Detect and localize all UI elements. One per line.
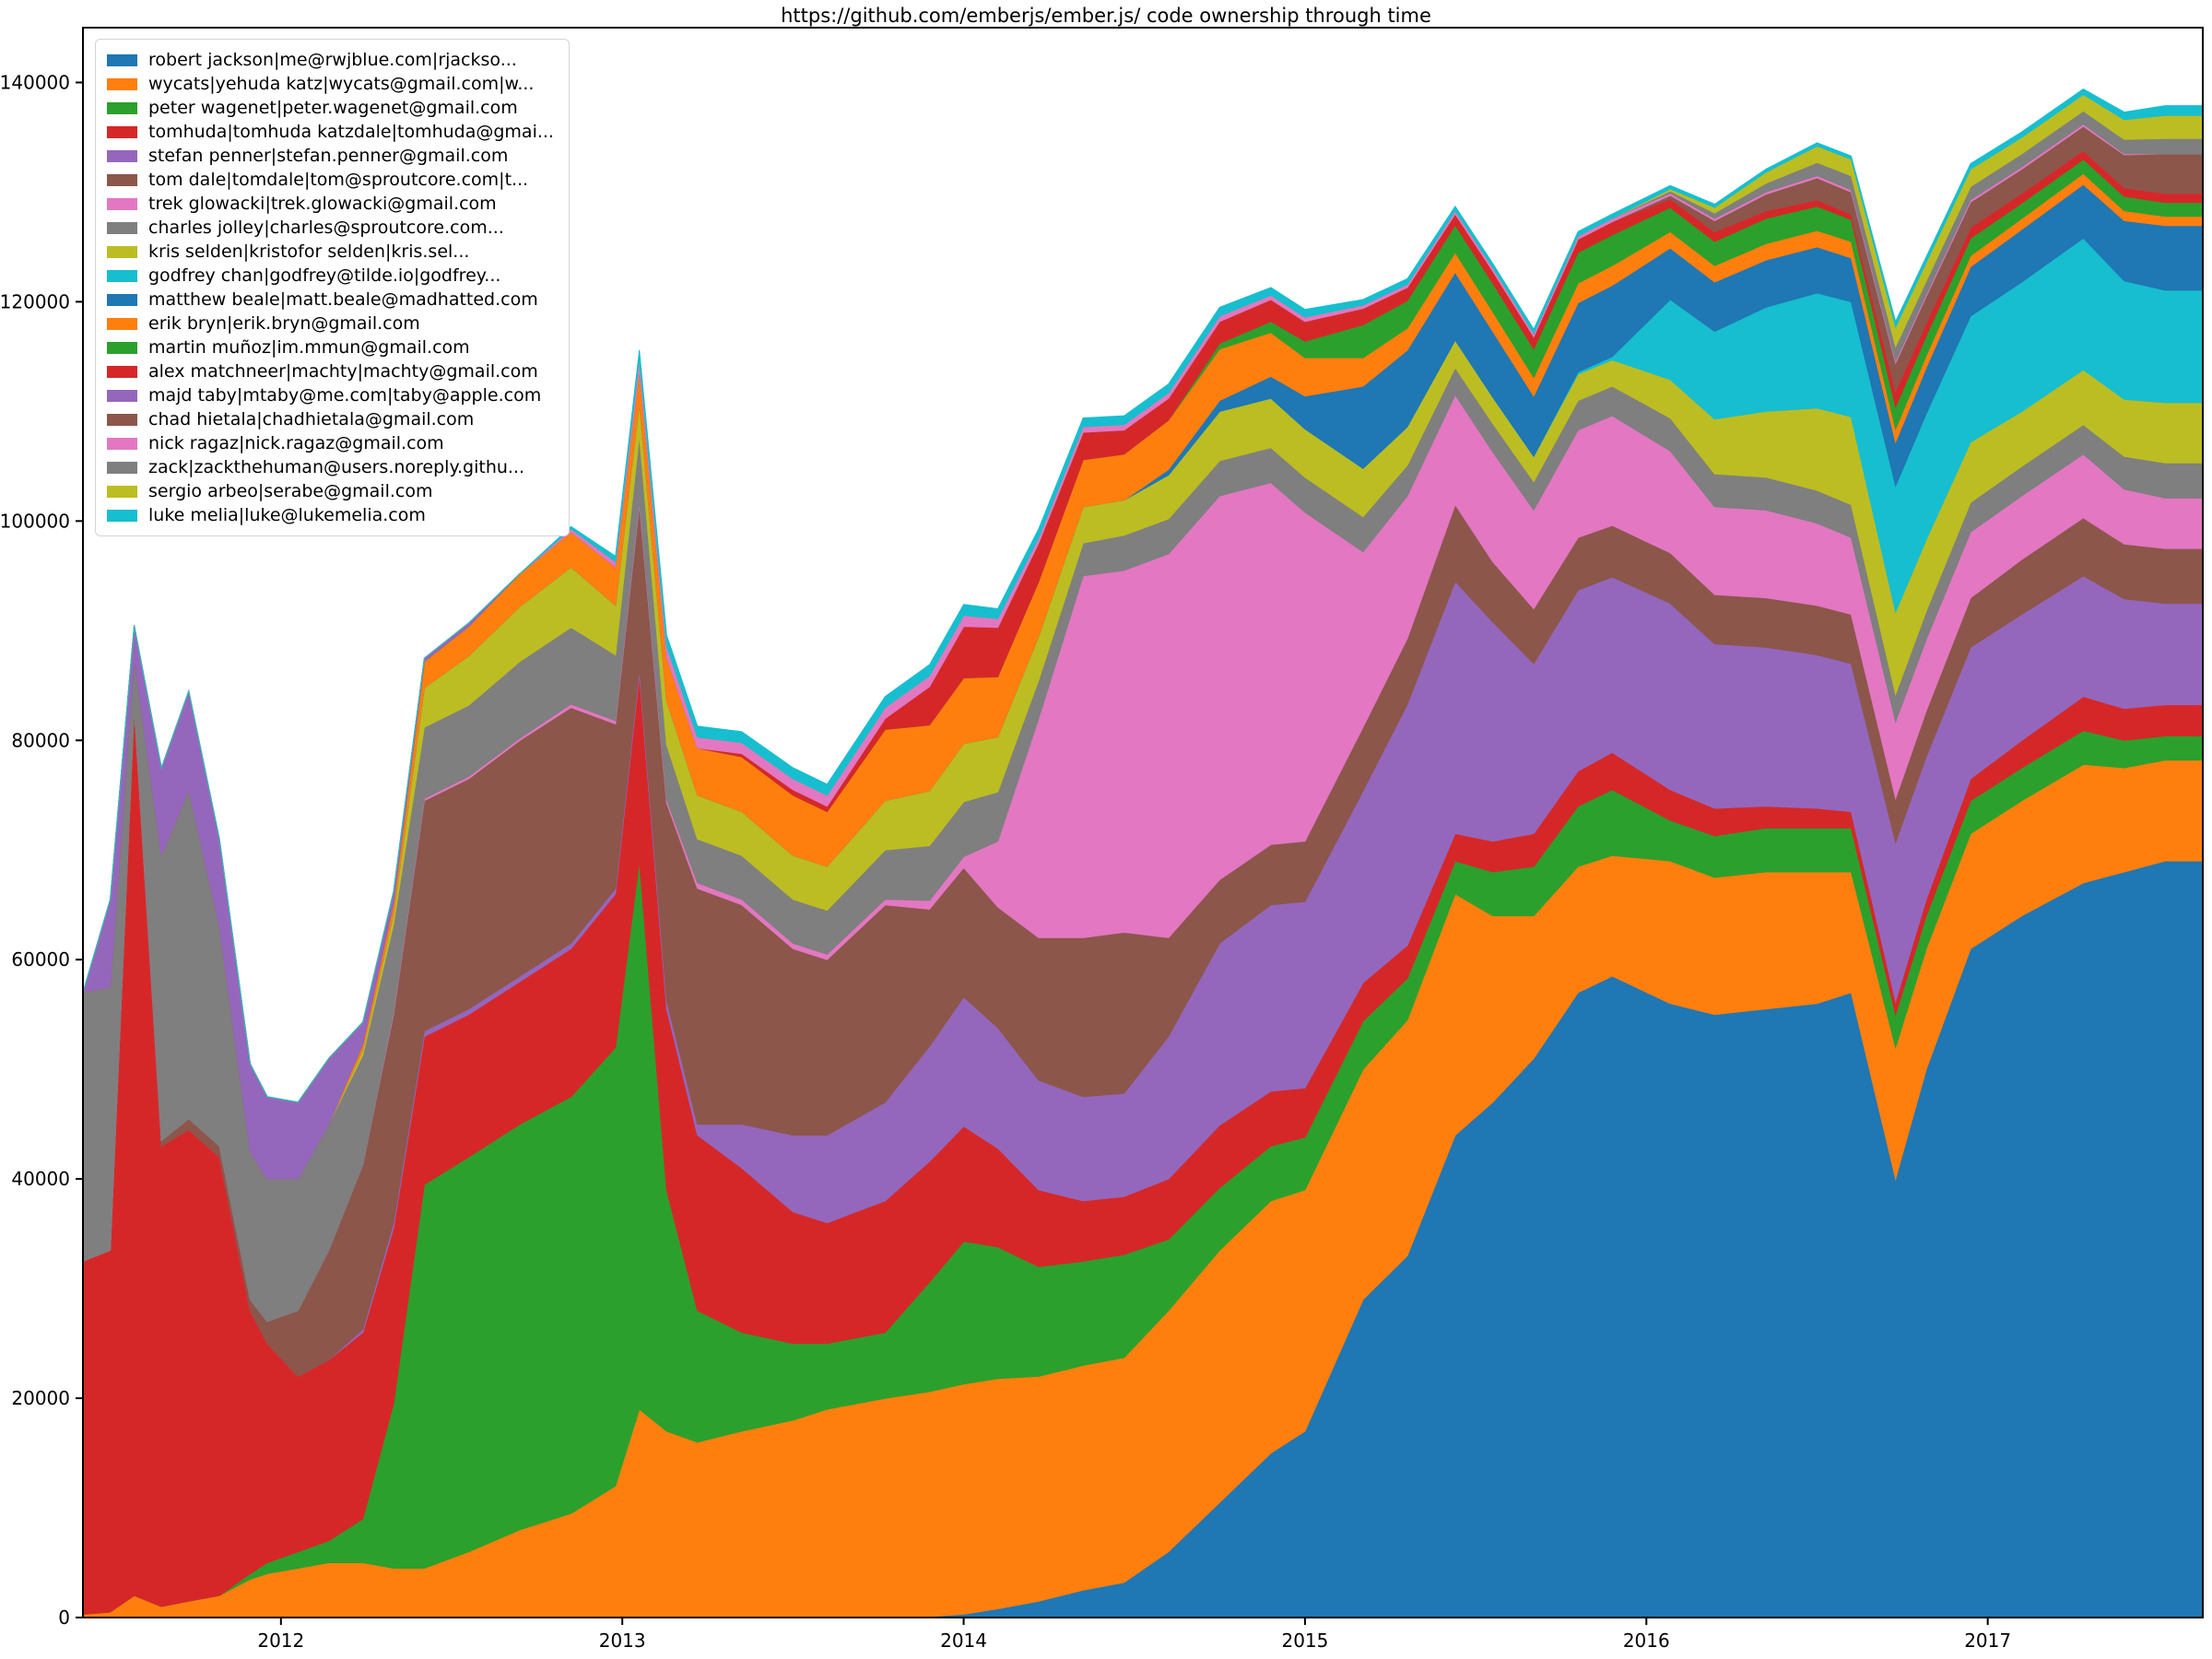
legend-label: peter wagenet|peter.wagenet@gmail.com	[148, 98, 518, 118]
legend-item-martin-munoz: martin muñoz|im.mmun@gmail.com	[107, 335, 554, 359]
legend-item-kris-selden: kris selden|kristofor selden|kris.sel...	[107, 240, 554, 264]
legend-item-erik-bryn: erik bryn|erik.bryn@gmail.com	[107, 312, 554, 335]
legend-item-zack: zack|zackthehuman@users.noreply.githu...	[107, 455, 554, 479]
legend-label: tomhuda|tomhuda katzdale|tomhuda@gmai...	[148, 122, 554, 142]
legend-item-robert-jackson: robert jackson|me@rwjblue.com|rjackso...	[107, 48, 554, 72]
legend-swatch-icon	[107, 245, 137, 258]
legend: robert jackson|me@rwjblue.com|rjackso...…	[95, 39, 570, 536]
x-tick-label: 2014	[940, 1630, 987, 1652]
legend-label: godfrey chan|godfrey@tilde.io|godfrey...	[148, 265, 501, 286]
legend-item-tom-dale: tom dale|tomdale|tom@sproutcore.com|t...	[107, 168, 554, 192]
legend-label: alex matchneer|machty|machty@gmail.com	[148, 361, 538, 382]
legend-item-luke-melia: luke melia|luke@lukemelia.com	[107, 503, 554, 527]
legend-item-matthew-beale: matthew beale|matt.beale@madhatted.com	[107, 288, 554, 312]
x-tick-label: 2012	[257, 1630, 304, 1652]
legend-swatch-icon	[107, 413, 137, 426]
legend-item-nick-ragaz: nick ragaz|nick.ragaz@gmail.com	[107, 431, 554, 455]
legend-label: nick ragaz|nick.ragaz@gmail.com	[148, 433, 444, 453]
y-tick-label: 120000	[0, 290, 70, 312]
legend-item-sergio-arbeo: sergio arbeo|serabe@gmail.com	[107, 479, 554, 503]
legend-swatch-icon	[107, 389, 137, 402]
legend-item-wycats: wycats|yehuda katz|wycats@gmail.com|w...	[107, 72, 554, 96]
legend-swatch-icon	[107, 269, 137, 282]
legend-item-majd-taby: majd taby|mtaby@me.com|taby@apple.com	[107, 383, 554, 407]
legend-swatch-icon	[107, 485, 137, 498]
legend-label: erik bryn|erik.bryn@gmail.com	[148, 313, 420, 334]
legend-label: matthew beale|matt.beale@madhatted.com	[148, 289, 538, 310]
legend-label: majd taby|mtaby@me.com|taby@apple.com	[148, 385, 542, 406]
legend-item-chad-hietala: chad hietala|chadhietala@gmail.com	[107, 407, 554, 431]
legend-swatch-icon	[107, 509, 137, 522]
legend-label: chad hietala|chadhietala@gmail.com	[148, 409, 475, 429]
legend-label: kris selden|kristofor selden|kris.sel...	[148, 241, 470, 262]
legend-swatch-icon	[107, 437, 137, 450]
legend-item-stefan-penner: stefan penner|stefan.penner@gmail.com	[107, 144, 554, 168]
y-tick-label: 80000	[11, 729, 70, 751]
legend-swatch-icon	[107, 317, 137, 330]
legend-swatch-icon	[107, 125, 137, 138]
legend-label: luke melia|luke@lukemelia.com	[148, 505, 426, 525]
y-tick-label: 20000	[11, 1387, 70, 1409]
legend-label: charles jolley|charles@sproutcore.com...	[148, 218, 504, 238]
legend-swatch-icon	[107, 149, 137, 162]
y-tick-label: 100000	[0, 510, 70, 532]
legend-label: martin muñoz|im.mmun@gmail.com	[148, 337, 470, 358]
legend-swatch-icon	[107, 365, 137, 378]
legend-swatch-icon	[107, 293, 137, 306]
plot-spines	[82, 27, 2204, 1618]
y-tick-label: 0	[58, 1606, 70, 1629]
y-tick-label: 140000	[0, 71, 70, 93]
legend-swatch-icon	[107, 197, 137, 210]
legend-label: zack|zackthehuman@users.noreply.githu...	[148, 457, 525, 477]
legend-swatch-icon	[107, 341, 137, 354]
legend-item-alex-matchneer: alex matchneer|machty|machty@gmail.com	[107, 359, 554, 383]
legend-item-godfrey-chan: godfrey chan|godfrey@tilde.io|godfrey...	[107, 264, 554, 288]
legend-label: tom dale|tomdale|tom@sproutcore.com|t...	[148, 170, 529, 190]
legend-item-tomhuda: tomhuda|tomhuda katzdale|tomhuda@gmai...	[107, 120, 554, 144]
legend-item-trek-glowacki: trek glowacki|trek.glowacki@gmail.com	[107, 192, 554, 216]
legend-swatch-icon	[107, 221, 137, 234]
legend-item-charles-jolley: charles jolley|charles@sproutcore.com...	[107, 216, 554, 240]
x-tick-label: 2015	[1281, 1630, 1328, 1652]
legend-item-peter-wagenet: peter wagenet|peter.wagenet@gmail.com	[107, 96, 554, 120]
x-tick-label: 2016	[1623, 1630, 1670, 1652]
legend-swatch-icon	[107, 101, 137, 114]
chart-title: https://github.com/emberjs/ember.js/ cod…	[781, 5, 1431, 27]
legend-swatch-icon	[107, 77, 137, 90]
legend-label: trek glowacki|trek.glowacki@gmail.com	[148, 194, 497, 214]
legend-label: stefan penner|stefan.penner@gmail.com	[148, 146, 509, 166]
x-tick-label: 2013	[599, 1630, 646, 1652]
y-tick-label: 60000	[11, 948, 70, 971]
legend-label: wycats|yehuda katz|wycats@gmail.com|w...	[148, 74, 535, 94]
legend-swatch-icon	[107, 173, 137, 186]
legend-swatch-icon	[107, 53, 137, 66]
legend-label: robert jackson|me@rwjblue.com|rjackso...	[148, 50, 517, 70]
legend-swatch-icon	[107, 461, 137, 474]
legend-label: sergio arbeo|serabe@gmail.com	[148, 481, 433, 501]
x-tick-label: 2017	[1964, 1630, 2011, 1652]
y-tick-label: 40000	[11, 1168, 70, 1190]
